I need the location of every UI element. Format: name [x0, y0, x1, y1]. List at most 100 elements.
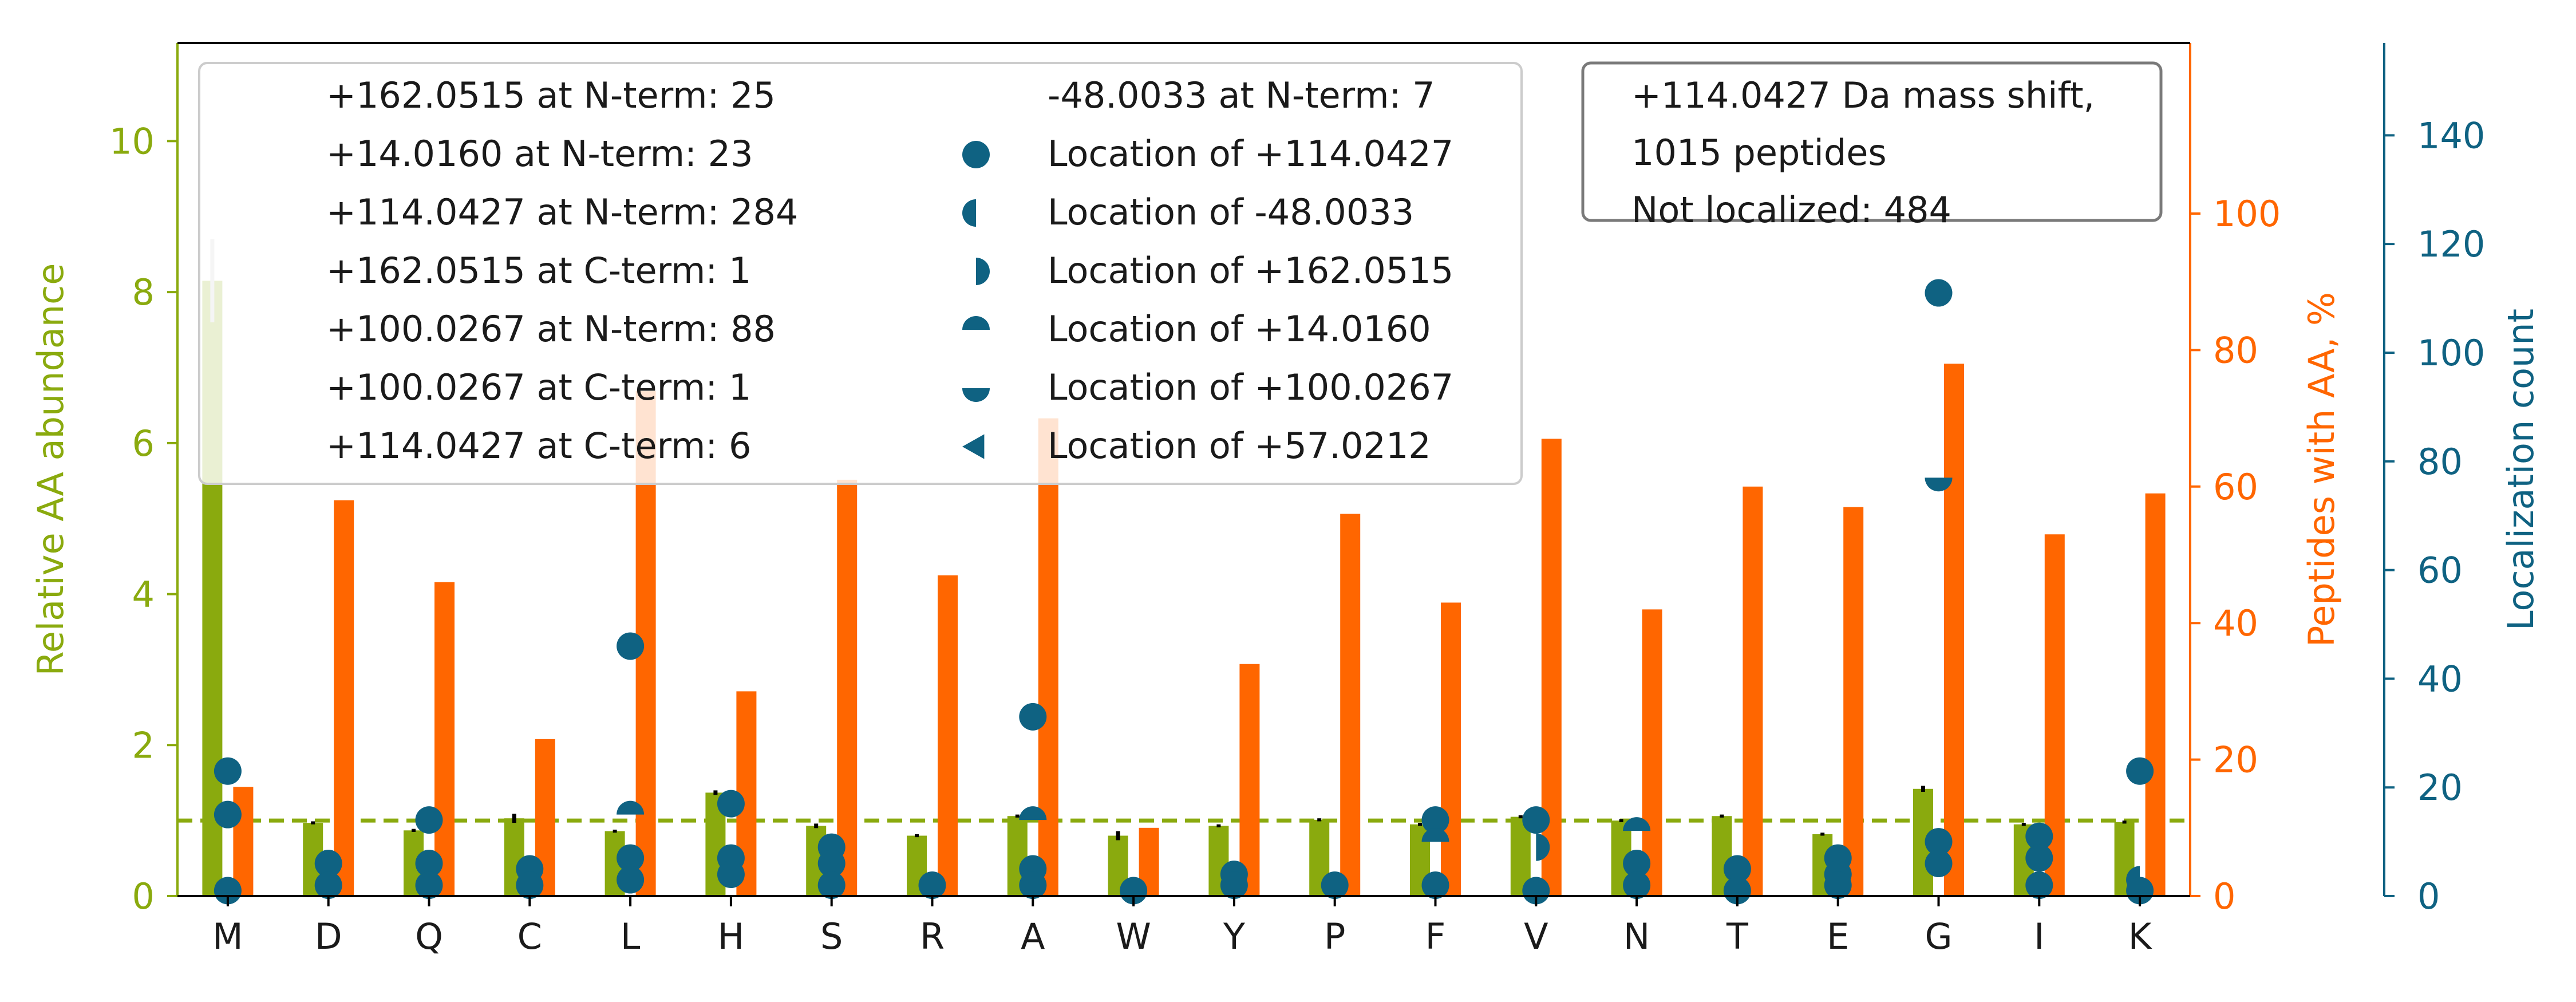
legend-entry-right: Location of +14.0160 [1048, 308, 1431, 350]
left-tick-label: 4 [132, 574, 155, 616]
localization-point-E-42 [1824, 871, 1852, 900]
localization-point-W-25 [1120, 877, 1148, 905]
localization-point-N-37 [1623, 871, 1651, 900]
right-axis-label: Peptides with AA, % [2301, 292, 2342, 647]
legend-marker-right [976, 258, 990, 285]
x-tick-label: T [1726, 916, 1749, 957]
legend-entry-left: +14.0160 at N-term: 23 [326, 133, 753, 175]
peptide-bar-T [1743, 486, 1763, 896]
peptide-bar-Y [1239, 664, 1260, 896]
localization-point-M-1 [214, 800, 242, 829]
x-tick-label: S [820, 916, 843, 957]
secondary-right-tick-label: 140 [2417, 115, 2485, 156]
localization-point-A-22 [1019, 806, 1047, 820]
right-tick-label: 60 [2213, 466, 2258, 508]
info-box-line: +114.0427 Da mass shift, [1631, 74, 2095, 116]
x-tick-label: F [1425, 916, 1446, 957]
left-axis-label: Relative AA abundance [30, 263, 72, 676]
localization-point-N-36 [1623, 850, 1651, 878]
secondary-right-axis-label: Localization count [2500, 309, 2542, 630]
info-box-line: 1015 peptides [1631, 132, 1887, 173]
peptide-bar-Q [434, 582, 455, 896]
right-tick-label: 80 [2213, 329, 2258, 371]
localization-point-V-34 [1522, 877, 1550, 905]
localization-point-V-32 [1522, 806, 1550, 834]
x-tick-label: R [920, 916, 945, 957]
left-tick-label: 10 [109, 120, 155, 162]
x-tick-label: K [2128, 916, 2152, 957]
localization-point-L-11 [617, 800, 645, 815]
legend-marker-triangle-left [962, 434, 985, 459]
localization-point-I-48 [2025, 844, 2053, 872]
localization-point-L-13 [617, 866, 645, 894]
secondary-right-tick-label: 40 [2417, 658, 2463, 700]
peptide-bar-M [233, 787, 254, 896]
legend: +162.0515 at N-term: 25 +14.0160 at N-ter… [198, 62, 1523, 485]
localization-point-G-44 [1925, 478, 1953, 492]
legend-marker-bottom [962, 388, 990, 402]
x-tick-label: V [1524, 916, 1548, 957]
localization-point-L-10 [617, 632, 645, 660]
secondary-right-tick-label: 0 [2417, 875, 2440, 917]
localization-point-R-20 [918, 871, 946, 900]
x-tick-label: I [2034, 916, 2044, 957]
right-tick-label: 100 [2213, 193, 2281, 235]
legend-entry-right: Location of +100.0267 [1048, 366, 1453, 408]
localization-point-C-9 [516, 871, 544, 900]
x-tick-label: E [1827, 916, 1849, 957]
right-tick-label: 40 [2213, 602, 2258, 644]
legend-entry-right: Location of +162.0515 [1048, 250, 1453, 291]
legend-entry-left: +114.0427 at N-term: 284 [326, 191, 798, 233]
secondary-right-tick-label: 100 [2417, 332, 2485, 374]
localization-points-layer [214, 279, 2154, 905]
localization-point-V-33 [1536, 833, 1550, 861]
x-tick-label: G [1925, 916, 1952, 957]
localization-point-K-52 [2126, 877, 2154, 905]
x-tick-label: M [212, 916, 243, 957]
bars-layer [202, 239, 2166, 896]
localization-point-G-46 [1925, 850, 1953, 878]
peptide-bar-F [1441, 602, 1461, 896]
localization-point-K-50 [2126, 757, 2154, 785]
left-tick-label: 6 [132, 423, 155, 464]
x-tick-label: W [1116, 916, 1151, 957]
x-tick-label: H [718, 916, 745, 957]
legend-entry-right: Location of -48.0033 [1048, 191, 1414, 233]
legend-entry-right: Location of +57.0212 [1048, 425, 1431, 467]
info-box-line: Not localized: 484 [1631, 189, 1951, 231]
localization-point-D-3 [314, 850, 342, 878]
peptide-bar-N [1642, 609, 1662, 896]
localization-point-G-43 [1925, 279, 1953, 307]
localization-point-I-47 [2025, 822, 2053, 850]
legend-entry-left: +100.0267 at N-term: 88 [326, 308, 776, 350]
localization-point-F-30 [1421, 828, 1449, 842]
localization-point-P-28 [1321, 871, 1349, 900]
x-tick-label: L [621, 916, 641, 957]
localization-point-L-12 [617, 844, 645, 872]
x-tick-label: C [517, 916, 542, 957]
peptide-bar-S [837, 479, 858, 896]
localization-point-H-16 [717, 861, 745, 889]
localization-point-D-4 [314, 871, 342, 900]
x-tick-label: P [1324, 916, 1345, 957]
localization-point-G-45 [1925, 828, 1953, 856]
peptide-bar-R [938, 575, 958, 896]
x-tick-label: N [1623, 916, 1650, 957]
info-box: +114.0427 Da mass shift, 1015 peptides Not… [1581, 61, 2163, 231]
legend-frame [198, 62, 1523, 485]
localization-point-Q-7 [415, 871, 443, 900]
localization-point-Y-27 [1220, 871, 1248, 900]
localization-point-F-31 [1421, 871, 1449, 900]
right-tick-label: 0 [2213, 875, 2235, 917]
x-tick-label: D [315, 916, 342, 957]
localization-point-A-24 [1019, 871, 1047, 900]
legend-marker-full [962, 141, 990, 168]
peptide-bar-A [1038, 418, 1058, 896]
localization-point-T-38 [1723, 855, 1751, 883]
legend-entry-left: +162.0515 at N-term: 25 [326, 74, 776, 116]
localization-point-S-19 [817, 871, 846, 900]
legend-entry-right: Location of +114.0427 [1048, 133, 1453, 175]
legend-entry-right: -48.0033 at N-term: 7 [1048, 74, 1435, 116]
